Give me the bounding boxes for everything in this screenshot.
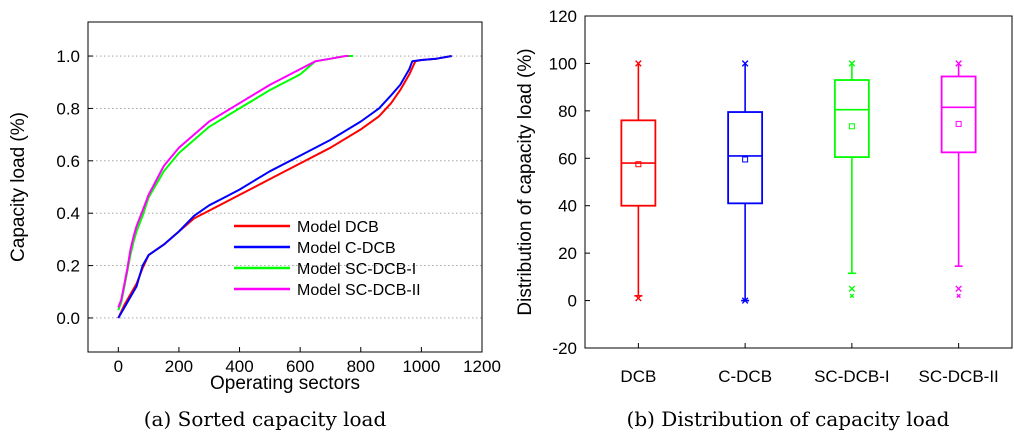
x-tick-label: 200 xyxy=(165,357,193,376)
box-plot-y-axis-label: Distribution of capacity load (%) xyxy=(515,48,536,315)
line-chart-y-axis-label: Capacity load (%) xyxy=(8,112,29,262)
x-tick-label: 1000 xyxy=(402,357,440,376)
box-outlier-marker xyxy=(741,297,749,304)
x-tick-label: SC-DCB-I xyxy=(814,367,890,386)
box-outlier-marker xyxy=(956,293,961,299)
box-outlier-marker xyxy=(635,294,642,302)
box-body xyxy=(727,111,764,205)
box-outlier-marker xyxy=(955,60,962,67)
box-outlier-marker xyxy=(848,285,856,292)
line-chart-x-axis-label: Operating sectors xyxy=(210,373,360,394)
box-mean-marker xyxy=(955,120,962,127)
y-tick-label: 0.0 xyxy=(56,309,80,328)
line-chart-ticks: 0.0 0.2 0.4 0.6 0.8 1.0 0 200 400 600 800 1000 1200 xyxy=(56,47,501,376)
legend-label: Model DCB xyxy=(297,219,379,236)
line-chart-series xyxy=(117,55,452,319)
series-line xyxy=(117,55,349,308)
x-tick-label: 1200 xyxy=(463,357,501,376)
series-line xyxy=(117,55,452,319)
x-tick-label: SC-DCB-II xyxy=(918,367,998,386)
y-tick-label: 0 xyxy=(568,292,577,311)
box-outlier-marker xyxy=(849,293,855,299)
y-tick-label: 100 xyxy=(549,54,577,73)
line-chart-gridlines xyxy=(88,55,482,319)
line-chart-panel: 0.00.20.40.60.81.00 200 400 600 800 1000 1200 … xyxy=(8,21,501,431)
box-plot-caption: (b) Distribution of capacity load xyxy=(627,407,950,431)
x-tick-label: 800 xyxy=(347,357,375,376)
line-chart-legend: Model DCB Model C-DCB Model SC-DCB-I Model … xyxy=(234,219,421,299)
box-plot-panel: -20 0 20 40 60 80 100 120 DCB C-DCB SC-DCB-I SC-DCB… xyxy=(515,7,1013,431)
box-plot-plot-frame xyxy=(584,15,1013,349)
y-tick-label: 40 xyxy=(558,197,577,216)
y-tick-label: 0.8 xyxy=(56,99,80,118)
box-outlier-marker xyxy=(635,60,642,67)
legend-label: Model SC-DCB-I xyxy=(297,261,416,278)
y-tick-label: 1.0 xyxy=(56,47,80,66)
box-outlier-marker xyxy=(955,285,962,292)
box-mean-marker xyxy=(848,123,855,130)
box-mean-marker xyxy=(742,156,749,163)
box-outlier-marker xyxy=(848,60,856,67)
y-tick-label: -20 xyxy=(552,339,577,358)
legend-label: Model SC-DCB-II xyxy=(297,282,421,299)
x-tick-label: DCB xyxy=(620,367,656,386)
box-body xyxy=(940,75,977,154)
y-tick-label: 0.4 xyxy=(56,204,80,223)
box-outlier-marker xyxy=(741,60,749,67)
box-plot-ticks: -20 0 20 40 60 80 100 120 DCB C-DCB SC-DCB-I SC-DCB… xyxy=(549,7,999,386)
box-body xyxy=(833,79,870,158)
box-plot-boxes xyxy=(620,60,977,304)
x-tick-label: 400 xyxy=(225,357,253,376)
line-chart-plot-frame xyxy=(87,21,483,353)
y-tick-label: 120 xyxy=(549,7,577,26)
y-tick-label: 0.2 xyxy=(56,257,80,276)
y-tick-label: 60 xyxy=(558,149,577,168)
x-tick-label: 600 xyxy=(286,357,314,376)
y-tick-label: 20 xyxy=(558,244,577,263)
x-tick-label: C-DCB xyxy=(718,367,772,386)
x-tick-label: 0 xyxy=(114,357,123,376)
legend-label: Model C-DCB xyxy=(297,240,396,257)
series-line xyxy=(117,55,452,319)
line-chart-caption: (a) Sorted capacity load xyxy=(144,407,387,431)
box-mean-marker xyxy=(635,161,642,168)
y-tick-label: 0.6 xyxy=(56,152,80,171)
y-tick-label: 80 xyxy=(558,102,577,121)
